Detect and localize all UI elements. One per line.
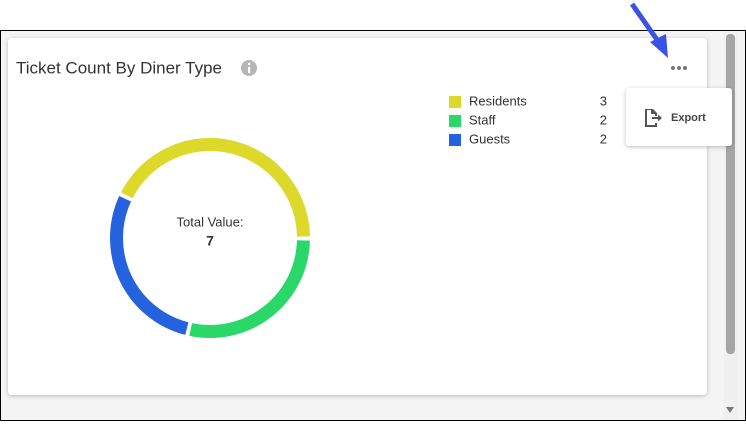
center-total: 7 [206, 233, 214, 249]
menu-panel [626, 88, 732, 146]
legend-label: Staff [469, 112, 496, 127]
legend-label: Guests [469, 131, 511, 146]
donut-chart [110, 138, 310, 338]
info-icon[interactable] [241, 60, 257, 76]
legend-swatch [449, 134, 461, 146]
donut-segment [189, 240, 310, 338]
export-icon [645, 109, 662, 127]
scroll-down-arrow[interactable] [726, 407, 734, 413]
more-menu-button[interactable] [671, 66, 687, 70]
legend-value: 2 [600, 112, 607, 127]
donut-segment [121, 138, 310, 237]
card [8, 38, 707, 395]
legend-value: 3 [600, 93, 607, 108]
legend: Residents 3 Staff 2 Guests 2 [449, 93, 607, 146]
legend-swatch [449, 96, 461, 108]
legend-label: Residents [469, 93, 527, 108]
menu-item[interactable]: Export [671, 112, 706, 124]
donut-segment [110, 196, 189, 335]
legend-swatch [449, 115, 461, 127]
card-title: Ticket Count By Diner Type [16, 58, 222, 77]
legend-value: 2 [600, 131, 607, 146]
center-label: Total Value: [177, 214, 244, 229]
scrollbar-thumb[interactable] [726, 34, 735, 354]
pointer-arrow [629, 2, 668, 58]
dropdown-menu: Export [626, 88, 732, 146]
